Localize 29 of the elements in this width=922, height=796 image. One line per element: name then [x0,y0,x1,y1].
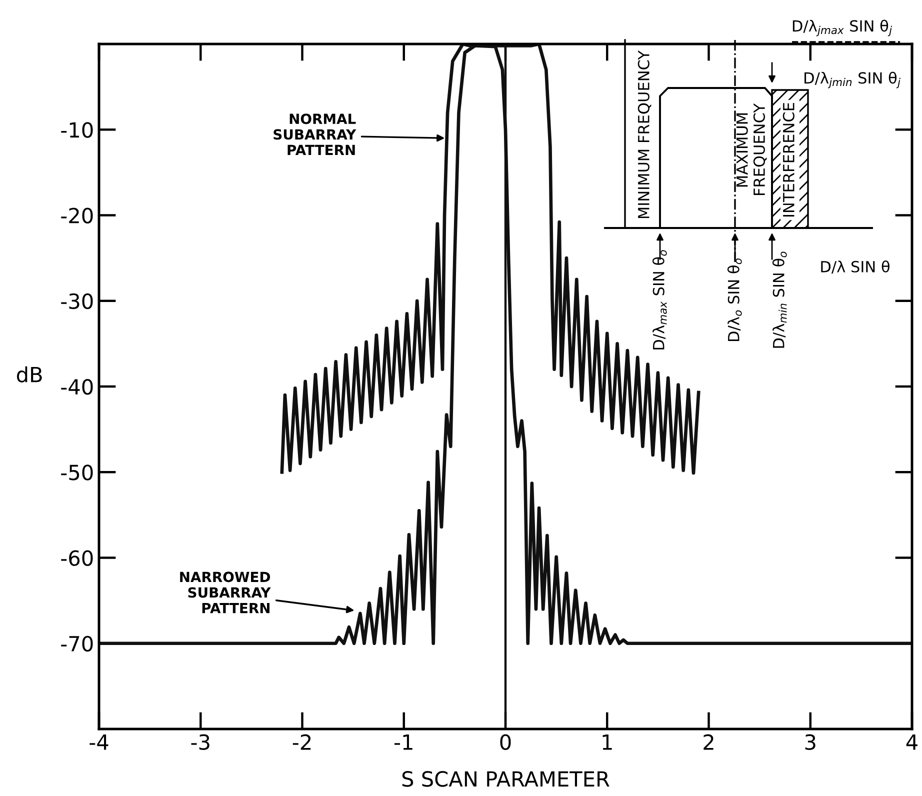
x-tick-label: 2 [704,734,714,750]
y-tick-label: -30 [61,293,93,310]
annotation: MAXIMUM FREQUENCY [736,103,767,196]
x-tick-label: 4 [906,734,918,750]
annotation: NORMAL SUBARRAY PATTERN [274,114,356,156]
x-axis-title: S SCAN PARAMETER [402,771,610,787]
annotation: MINIMUM FREQUENCY [638,50,652,218]
y-tick-label: -50 [61,464,93,480]
text: D/λ$_{jmax}$ SIN θ$_{j}$ [792,20,892,36]
annotation: D/λ$_{max}$ SIN θ$_{o}$ [652,250,667,350]
x-tick-label: 1 [602,734,612,750]
y-tick-label: -70 [61,636,93,652]
y-tick-label: -10 [61,122,93,138]
x-tick-label: -3 [191,734,210,750]
y-axis-title: dB [16,366,42,382]
x-tick-label: -4 [90,734,108,750]
annotation: D/λ$_{o}$ SIN θ$_{o}$ [727,258,742,341]
annotation: D/λ$_{jmin}$ SIN θ$_{j}$ [804,72,900,88]
x-tick-label: 3 [805,734,816,750]
y-tick-label: -60 [61,550,93,566]
annotation: D/λ$_{min}$ SIN θ$_{o}$ [772,252,787,348]
y-tick-label: -40 [61,378,93,395]
annotation: NARROWED SUBARRAY PATTERN [180,572,271,614]
x-tick-label: 0 [500,734,511,750]
y-tick-label: -20 [61,208,93,224]
annotation: INTERFERENCE [782,102,794,216]
x-tick-label: -1 [394,734,412,750]
x-tick-label: -2 [292,734,311,750]
annotation: D/λ SIN θ [821,260,890,274]
